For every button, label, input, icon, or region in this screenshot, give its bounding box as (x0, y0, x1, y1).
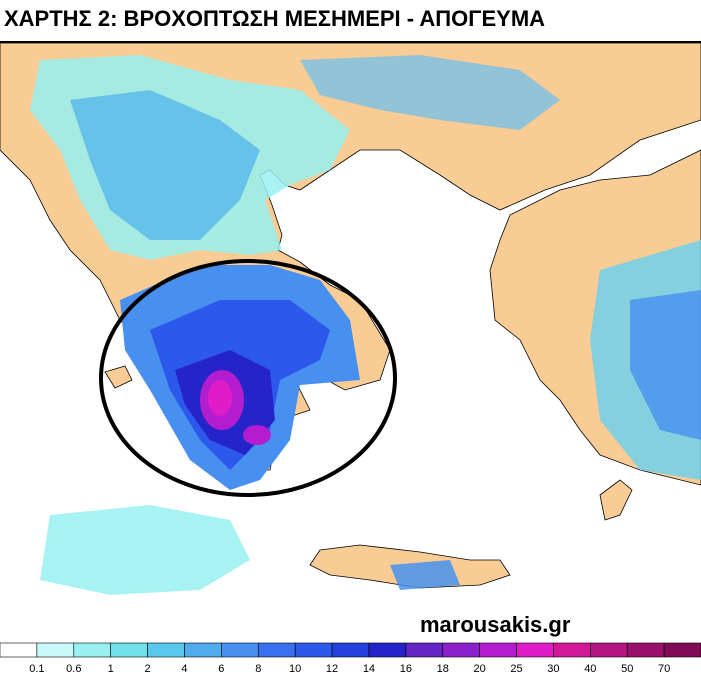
legend-swatch (294, 642, 333, 658)
legend-label: 8 (255, 663, 261, 675)
legend-swatch (257, 642, 296, 658)
legend-label: 0.6 (66, 663, 81, 675)
legend-swatch (553, 642, 591, 658)
legend-label: 18 (437, 663, 449, 675)
watermark: marousakis.gr (420, 612, 571, 637)
legend-label: 25 (510, 663, 522, 675)
legend-label: 50 (621, 663, 633, 675)
title: ΧΑΡΤΗΣ 2: ΒΡΟΧΟΠΤΩΣΗ ΜΕΣΗΜΕΡΙ - ΑΠΟΓΕΥΜΑ (4, 6, 546, 31)
highlight-circle (99, 259, 397, 497)
legend-swatch (36, 642, 75, 658)
legend-label: 6 (218, 663, 224, 675)
legend-label: 20 (474, 663, 486, 675)
legend-swatch (368, 642, 407, 658)
legend-swatch (626, 642, 665, 658)
legend-swatch (110, 642, 148, 658)
precipitation (30, 55, 701, 595)
legend-swatch (0, 642, 38, 658)
legend-swatch (221, 642, 259, 658)
legend-swatch (516, 642, 554, 658)
legend-swatch (73, 642, 111, 658)
legend-swatch (405, 642, 444, 658)
legend-swatch (479, 642, 517, 658)
legend-swatch (184, 642, 222, 658)
legend-swatch (331, 642, 370, 658)
legend-label: 12 (326, 663, 338, 675)
legend-swatch (590, 642, 628, 658)
legend-label: 40 (584, 663, 596, 675)
legend-swatch (442, 642, 480, 658)
legend-label: 1 (108, 663, 114, 675)
legend-label: 16 (400, 663, 412, 675)
legend: 0.1 0.6 1 2 4 6 8 10 12 14 16 18 20 25 30 40 50 70 (0, 642, 701, 675)
legend-label: 4 (181, 663, 187, 675)
legend-swatch (663, 642, 701, 658)
legend-label: 30 (547, 663, 559, 675)
legend-label: 2 (145, 663, 151, 675)
legend-label: 10 (289, 663, 301, 675)
legend-label: 70 (658, 663, 670, 675)
legend-swatch (147, 642, 185, 658)
legend-label: 14 (363, 663, 375, 675)
legend-label: 0.1 (29, 663, 44, 675)
